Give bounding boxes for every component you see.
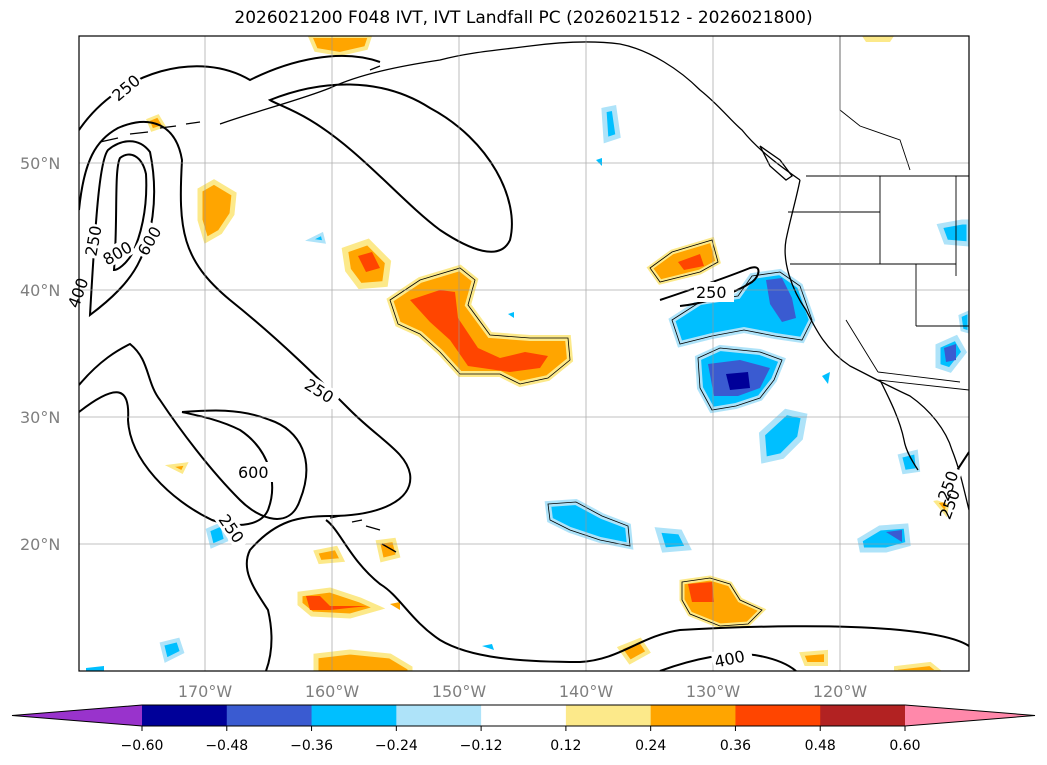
colorbar-tick-label: 0.60 bbox=[889, 738, 920, 754]
positive-core-region bbox=[688, 582, 714, 602]
colorbar: −0.60 −0.48 −0.36 −0.24 −0.12 0.12 0.24 0.36 0.4… bbox=[11, 704, 1036, 754]
positive-core-region bbox=[410, 290, 548, 372]
lon-label-130w: 130°W bbox=[686, 682, 741, 701]
positive-core-region bbox=[678, 254, 704, 270]
probability-outlines bbox=[389, 239, 813, 627]
colorbar-ticks: −0.60 −0.48 −0.36 −0.24 −0.12 0.12 0.24 0.36 0.4… bbox=[121, 726, 921, 754]
lon-label-140w: 140°W bbox=[559, 682, 614, 701]
negative-anomaly-region bbox=[482, 644, 494, 650]
colorbar-swatch bbox=[650, 705, 736, 726]
us-mexico-border bbox=[877, 379, 969, 391]
negative-anomaly-region bbox=[936, 219, 969, 247]
outline bbox=[671, 271, 813, 345]
negative-core-region bbox=[886, 530, 902, 542]
positive-core-region bbox=[358, 252, 380, 272]
outline bbox=[389, 267, 571, 385]
contour-line bbox=[88, 140, 156, 318]
colorbar-tick-label: 0.12 bbox=[550, 738, 581, 754]
north-america-west-coast bbox=[784, 179, 969, 511]
contour-label: 600 bbox=[238, 463, 269, 482]
gridlines bbox=[79, 36, 969, 671]
ivt-shading bbox=[86, 36, 969, 671]
contour-line bbox=[112, 153, 148, 272]
outline bbox=[547, 501, 631, 547]
negative-core-region bbox=[944, 344, 956, 362]
lon-label-120w: 120°W bbox=[813, 682, 868, 701]
colorbar-tick-label: −0.60 bbox=[121, 738, 164, 754]
colorbar-swatches bbox=[11, 704, 1036, 727]
positive-anomaly-region bbox=[313, 545, 346, 565]
baja-california bbox=[879, 379, 919, 471]
outline bbox=[649, 239, 719, 283]
negative-anomaly-region bbox=[758, 408, 808, 464]
positive-anomaly-region bbox=[197, 179, 237, 244]
negative-anomaly-region bbox=[508, 312, 514, 318]
outline bbox=[681, 577, 763, 627]
colorbar-extend-low bbox=[12, 705, 142, 726]
negative-anomaly-region bbox=[958, 310, 969, 334]
colorbar-swatch bbox=[311, 705, 397, 726]
lon-label-150w: 150°W bbox=[432, 682, 487, 701]
contour-labels: 250 250 800 600 400 250 250 600 250 250 … bbox=[64, 69, 964, 672]
colorbar-swatch bbox=[142, 705, 228, 726]
outline bbox=[697, 347, 783, 411]
negative-anomaly-region bbox=[601, 105, 621, 144]
contour-line bbox=[325, 519, 969, 664]
contour-line bbox=[79, 342, 308, 520]
lon-label-160w: 160°W bbox=[305, 682, 360, 701]
us-state-borders bbox=[788, 176, 969, 383]
lat-label-20n: 20°N bbox=[20, 535, 60, 554]
lon-label-170w: 170°W bbox=[178, 682, 233, 701]
longitude-labels: 170°W 160°W 150°W 140°W 130°W 120°W bbox=[178, 682, 868, 701]
colorbar-swatch bbox=[565, 705, 652, 726]
positive-anomaly-region bbox=[375, 537, 401, 563]
colorbar-tick-label: −0.12 bbox=[460, 738, 503, 754]
positive-anomaly-region bbox=[862, 36, 894, 42]
positive-anomaly-region bbox=[307, 36, 373, 57]
contour-line bbox=[267, 83, 513, 253]
positive-anomaly-region bbox=[164, 462, 189, 475]
colorbar-swatch bbox=[735, 705, 821, 726]
negative-anomaly-region bbox=[159, 637, 185, 663]
positive-anomaly-region bbox=[313, 649, 413, 671]
positive-anomaly-region bbox=[616, 637, 651, 665]
colorbar-tick-label: 0.48 bbox=[805, 738, 836, 754]
lat-label-30n: 30°N bbox=[20, 408, 60, 427]
alaska-coast bbox=[219, 41, 801, 181]
colorbar-swatch bbox=[226, 705, 313, 726]
positive-core-region bbox=[306, 596, 368, 610]
colorbar-tick-label: −0.24 bbox=[375, 738, 418, 754]
positive-anomaly-region bbox=[799, 649, 828, 666]
negative-anomaly-region bbox=[654, 527, 692, 553]
aleutian-islands bbox=[99, 65, 381, 143]
map-area: 250 250 800 600 400 250 250 600 250 250 … bbox=[64, 35, 970, 672]
positive-anomaly-region bbox=[390, 602, 400, 610]
negative-extreme-region bbox=[726, 372, 750, 390]
negative-core-region bbox=[766, 278, 796, 322]
colorbar-extend-high bbox=[905, 705, 1035, 726]
colorbar-swatch bbox=[396, 705, 482, 726]
map-frame bbox=[78, 35, 970, 672]
colorbar-tick-label: 0.24 bbox=[635, 738, 666, 754]
hawaiian-islands bbox=[329, 515, 397, 553]
negative-anomaly-region bbox=[822, 372, 830, 384]
colorbar-swatch bbox=[820, 705, 906, 726]
lat-label-50n: 50°N bbox=[20, 154, 60, 173]
colorbar-tick-label: −0.36 bbox=[290, 738, 333, 754]
contour-line bbox=[659, 653, 797, 671]
latitude-labels: 50°N 40°N 30°N 20°N bbox=[20, 154, 60, 554]
colorbar-swatch bbox=[481, 705, 567, 726]
negative-anomaly-region bbox=[86, 666, 104, 671]
colorbar-tick-label: 0.36 bbox=[720, 738, 751, 754]
lat-label-40n: 40°N bbox=[20, 281, 60, 300]
map-title: 2026021200 F048 IVT, IVT Landfall PC (20… bbox=[234, 8, 813, 28]
contour-label: 250 bbox=[696, 283, 727, 302]
negative-anomaly-region bbox=[305, 231, 326, 244]
colorbar-tick-label: −0.48 bbox=[205, 738, 248, 754]
negative-anomaly-region bbox=[596, 158, 602, 166]
